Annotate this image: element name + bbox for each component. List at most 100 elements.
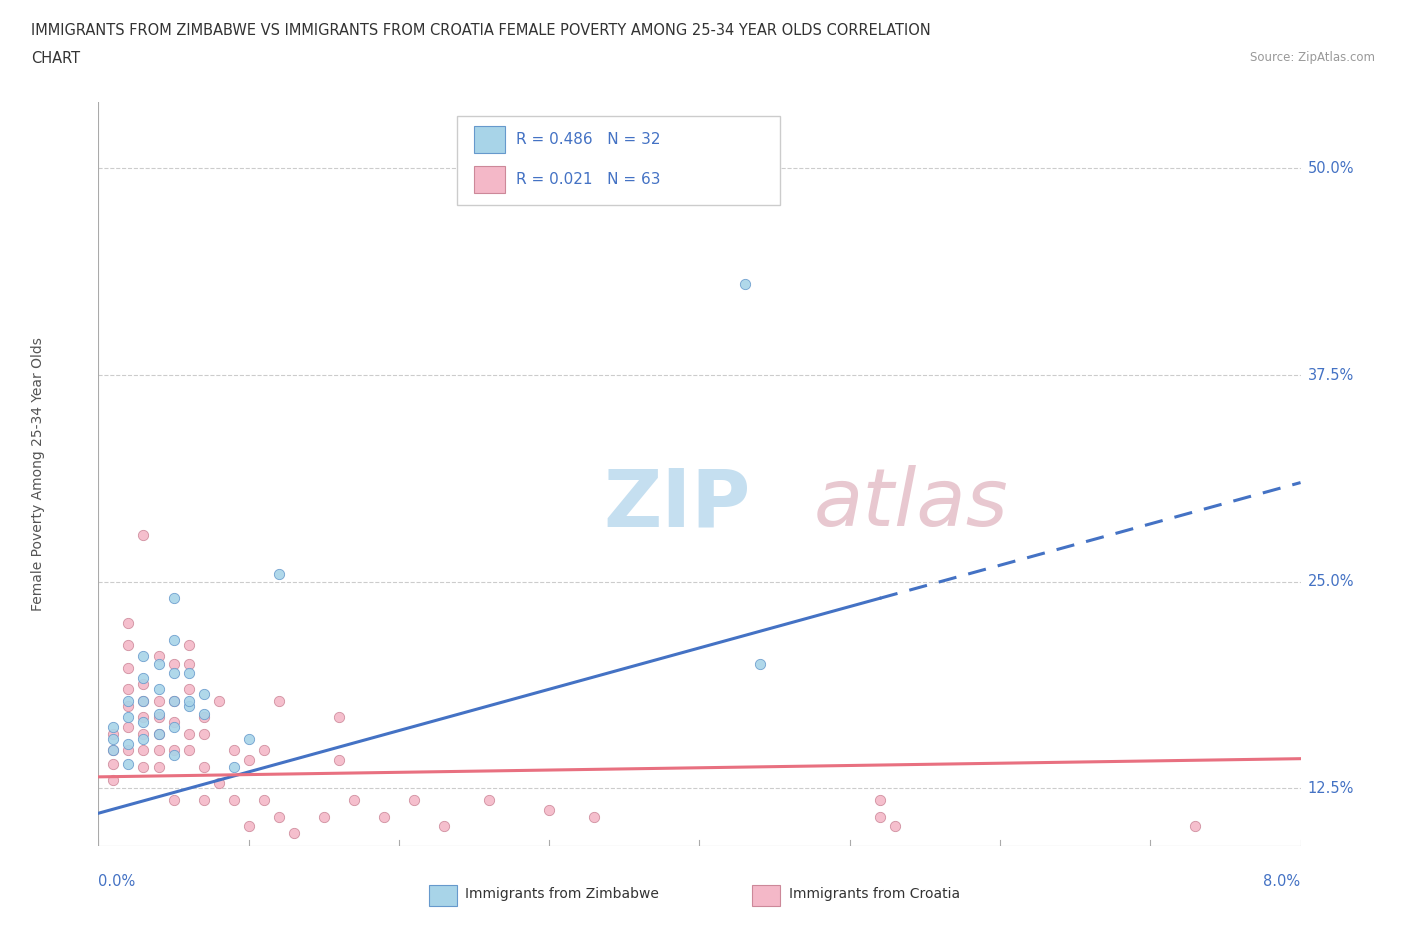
Text: R = 0.486   N = 32: R = 0.486 N = 32 <box>516 132 661 147</box>
Text: atlas: atlas <box>814 465 1008 543</box>
Point <box>117 698 139 713</box>
Point <box>748 657 770 671</box>
Point <box>148 726 170 741</box>
Point <box>478 792 501 807</box>
Point <box>148 657 170 671</box>
Text: 25.0%: 25.0% <box>1308 574 1354 590</box>
Point <box>162 591 184 605</box>
Point <box>162 715 184 730</box>
Point <box>222 792 245 807</box>
Point <box>1184 819 1206 834</box>
Point <box>583 809 606 824</box>
Point <box>132 694 155 709</box>
Text: 0.0%: 0.0% <box>98 874 135 889</box>
Point <box>162 665 184 680</box>
Point <box>177 743 200 758</box>
Point <box>253 792 276 807</box>
Point <box>132 528 155 543</box>
Point <box>177 726 200 741</box>
Point <box>132 710 155 724</box>
Point <box>253 743 276 758</box>
Point <box>162 792 184 807</box>
Point <box>433 819 456 834</box>
Point <box>132 671 155 685</box>
Point <box>869 792 891 807</box>
Point <box>734 277 756 292</box>
Point <box>328 710 350 724</box>
Text: Immigrants from Croatia: Immigrants from Croatia <box>789 886 960 901</box>
Point <box>103 726 125 741</box>
Point <box>222 760 245 775</box>
Point <box>193 792 215 807</box>
Point <box>103 731 125 746</box>
Point <box>869 809 891 824</box>
Point <box>267 566 290 581</box>
Point <box>193 760 215 775</box>
Point <box>402 792 425 807</box>
Text: Source: ZipAtlas.com: Source: ZipAtlas.com <box>1250 51 1375 64</box>
Text: ZIP: ZIP <box>603 465 751 543</box>
Point <box>193 726 215 741</box>
Point <box>193 710 215 724</box>
Point <box>103 743 125 758</box>
Point <box>177 682 200 697</box>
Point <box>238 731 260 746</box>
Text: 50.0%: 50.0% <box>1308 161 1354 176</box>
Point <box>883 819 905 834</box>
Point <box>283 826 305 841</box>
Point <box>177 665 200 680</box>
Point <box>193 686 215 701</box>
Point <box>162 657 184 671</box>
Point <box>117 743 139 758</box>
Point <box>117 720 139 735</box>
Point <box>132 677 155 692</box>
Point <box>222 743 245 758</box>
Point <box>117 756 139 771</box>
Point <box>132 694 155 709</box>
Text: Female Poverty Among 25-34 Year Olds: Female Poverty Among 25-34 Year Olds <box>31 338 45 611</box>
Point <box>148 649 170 664</box>
Point <box>343 792 366 807</box>
Text: R = 0.021   N = 63: R = 0.021 N = 63 <box>516 172 661 187</box>
Text: 37.5%: 37.5% <box>1308 367 1354 382</box>
Text: 12.5%: 12.5% <box>1308 781 1354 796</box>
Point <box>148 760 170 775</box>
Point <box>117 737 139 751</box>
Point <box>177 698 200 713</box>
Point <box>148 682 170 697</box>
Point <box>162 632 184 647</box>
Point <box>193 707 215 722</box>
Point <box>148 743 170 758</box>
Point <box>117 616 139 631</box>
Point <box>132 715 155 730</box>
Point <box>132 649 155 664</box>
Point <box>148 710 170 724</box>
Point <box>373 809 395 824</box>
Point <box>538 803 561 817</box>
Point <box>103 743 125 758</box>
Point <box>162 694 184 709</box>
Point <box>162 720 184 735</box>
Point <box>267 809 290 824</box>
Point <box>117 710 139 724</box>
Point <box>132 760 155 775</box>
Point <box>177 657 200 671</box>
Point <box>328 753 350 768</box>
Text: CHART: CHART <box>31 51 80 66</box>
Text: IMMIGRANTS FROM ZIMBABWE VS IMMIGRANTS FROM CROATIA FEMALE POVERTY AMONG 25-34 Y: IMMIGRANTS FROM ZIMBABWE VS IMMIGRANTS F… <box>31 23 931 38</box>
Point <box>238 753 260 768</box>
Point <box>267 694 290 709</box>
Point <box>148 707 170 722</box>
Point <box>162 748 184 763</box>
Point <box>162 694 184 709</box>
Point <box>132 731 155 746</box>
Point <box>132 743 155 758</box>
Point <box>177 694 200 709</box>
Text: Immigrants from Zimbabwe: Immigrants from Zimbabwe <box>465 886 659 901</box>
Point <box>312 809 335 824</box>
Point <box>208 694 231 709</box>
Point <box>148 694 170 709</box>
Point <box>132 726 155 741</box>
Point <box>177 637 200 652</box>
Point <box>103 773 125 788</box>
